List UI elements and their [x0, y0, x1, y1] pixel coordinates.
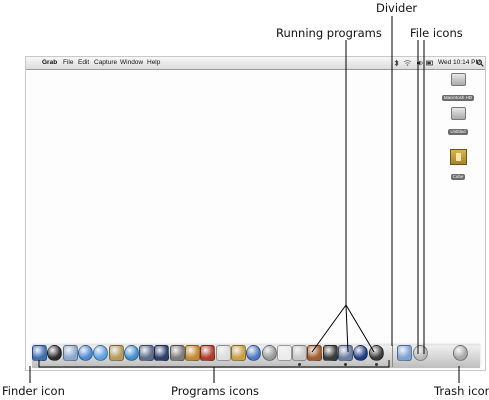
quicktime-icon[interactable]	[246, 345, 262, 361]
callout-file-icons: File icons	[410, 26, 463, 40]
pen-tool-icon[interactable]	[338, 345, 353, 361]
menu-bar: Grab File Edit Capture Window Help Wed 1…	[26, 57, 485, 70]
iphoto-icon[interactable]	[139, 345, 155, 361]
desktop-icon-untitled[interactable]: Untitled	[436, 107, 480, 138]
applications-folder-icon[interactable]	[397, 345, 412, 361]
iweb-icon[interactable]	[200, 345, 216, 361]
callout-programs-icons: Programs icons	[171, 384, 260, 398]
menu-edit[interactable]: Edit	[78, 59, 90, 66]
menu-clock[interactable]: Wed 10:14 PM	[438, 59, 481, 66]
system-preferences-icon[interactable]	[261, 345, 277, 361]
trash-icon[interactable]	[453, 345, 468, 361]
idvd-icon[interactable]	[169, 345, 185, 361]
callout-running-programs: Running programs	[276, 26, 382, 40]
running-indicator	[374, 363, 378, 366]
hard-drive-icon	[450, 73, 466, 86]
grab-icon[interactable]	[292, 345, 308, 361]
preview-icon[interactable]	[230, 345, 246, 361]
dock-divider[interactable]	[392, 345, 393, 367]
desktop-icon-label: Cube	[450, 174, 466, 180]
running-indicator	[344, 363, 347, 366]
ical-icon[interactable]	[215, 345, 231, 361]
imovie-icon[interactable]	[154, 345, 170, 361]
ichat-icon[interactable]	[93, 345, 109, 361]
mail-icon[interactable]	[62, 345, 78, 361]
garageband-icon[interactable]	[185, 345, 200, 361]
desktop-icon-macintosh-hd[interactable]: Macintosh HD	[436, 73, 480, 104]
desktop-icon-label: Untitled	[448, 129, 468, 135]
menu-app-name[interactable]: Grab	[42, 59, 58, 66]
terminal-icon[interactable]	[322, 345, 338, 361]
menu-help[interactable]: Help	[147, 59, 161, 66]
desktop-icon-cube[interactable]: Cube	[436, 149, 480, 183]
callout-finder-icon: Finder icon	[2, 384, 65, 398]
bluetooth-icon[interactable]	[394, 57, 399, 72]
textedit-icon[interactable]	[276, 345, 292, 361]
wifi-icon[interactable]	[403, 57, 412, 72]
safari-icon[interactable]	[77, 345, 93, 361]
menu-capture[interactable]: Capture	[94, 59, 118, 66]
menu-file[interactable]: File	[63, 59, 74, 66]
folder-icon	[449, 149, 467, 165]
battery-icon[interactable]	[426, 57, 434, 72]
mac-desktop-screen: Grab File Edit Capture Window Help Wed 1…	[25, 56, 486, 371]
dashboard-icon[interactable]	[47, 345, 63, 361]
volume-icon[interactable]	[416, 57, 424, 72]
address-book-icon[interactable]	[108, 345, 124, 361]
menu-window[interactable]: Window	[120, 59, 144, 66]
callout-trash-icon: Trash icon	[434, 384, 489, 398]
hard-drive-icon	[450, 107, 466, 120]
callout-divider: Divider	[376, 1, 418, 15]
chess-icon[interactable]	[353, 345, 369, 361]
desktop-icon-label: Macintosh HD	[441, 95, 475, 101]
running-indicator	[298, 363, 302, 366]
itunes-icon[interactable]	[123, 345, 139, 361]
spotlight-search-icon[interactable]	[476, 57, 484, 72]
photo-booth-icon[interactable]	[307, 345, 323, 361]
